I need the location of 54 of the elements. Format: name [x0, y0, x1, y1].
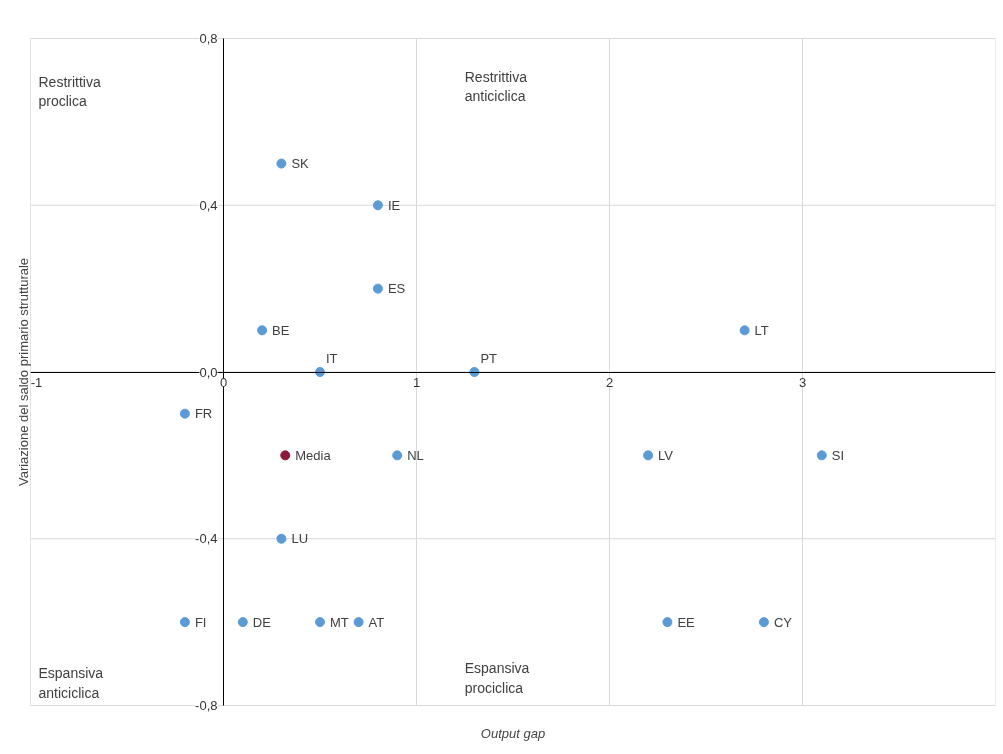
y-tick-label: 0,0	[199, 364, 218, 380]
series-label: PT	[480, 351, 498, 366]
series-label: CY	[773, 614, 793, 630]
series-label: IE	[387, 197, 401, 213]
series-label: AT	[368, 614, 385, 630]
point	[315, 617, 325, 628]
point	[469, 367, 480, 377]
point	[372, 283, 383, 294]
series-label: FR	[194, 406, 213, 422]
point	[276, 158, 287, 169]
series-label: LT	[754, 322, 769, 338]
x-axis-title: Output gap	[480, 725, 546, 741]
series-label: MT	[330, 614, 349, 630]
point	[816, 450, 827, 461]
series-label: NL	[407, 447, 424, 463]
series-label: LU	[291, 531, 309, 547]
y-axis-title: Variazione del saldo primario strutturale	[15, 257, 31, 487]
point	[179, 408, 190, 419]
point	[276, 533, 287, 544]
x-tick-label: 0	[219, 375, 228, 390]
series-label: IT	[326, 351, 338, 366]
x-tick-label: 2	[605, 375, 614, 390]
point	[280, 450, 291, 461]
y-tick-label: 0,8	[199, 31, 218, 47]
point	[739, 325, 750, 336]
point	[237, 617, 248, 628]
series-label: EE	[677, 614, 696, 630]
annotation: Espansiva anticiclica	[38, 665, 104, 701]
annotation: Espansiva prociclica	[464, 660, 530, 696]
series-label: FI	[194, 614, 207, 630]
point	[179, 617, 190, 628]
series-label: SI	[831, 447, 845, 463]
point	[353, 617, 364, 628]
point	[392, 450, 403, 461]
point	[758, 617, 769, 628]
y-tick-label: -0,4	[195, 531, 218, 547]
series-label: DE	[252, 614, 272, 630]
series-label: LV	[658, 447, 674, 463]
series-label: BE	[272, 322, 290, 338]
point	[257, 325, 268, 336]
point	[662, 617, 673, 628]
x-tick-label: 1	[412, 375, 421, 390]
y-tick-label: -0,8	[195, 697, 218, 713]
series-label: ES	[387, 281, 406, 297]
point	[372, 200, 383, 211]
series-label: Media	[295, 447, 332, 463]
point	[643, 450, 654, 461]
y-tick-label: 0,4	[199, 197, 218, 213]
point	[315, 367, 325, 377]
annotation: Restrittiva anticiclica	[464, 68, 528, 104]
x-tick-label: 3	[798, 375, 807, 390]
x-tick-label: -1	[30, 375, 43, 390]
annotation: Restrittiva proclica	[38, 73, 101, 109]
series-label: SK	[291, 156, 310, 172]
